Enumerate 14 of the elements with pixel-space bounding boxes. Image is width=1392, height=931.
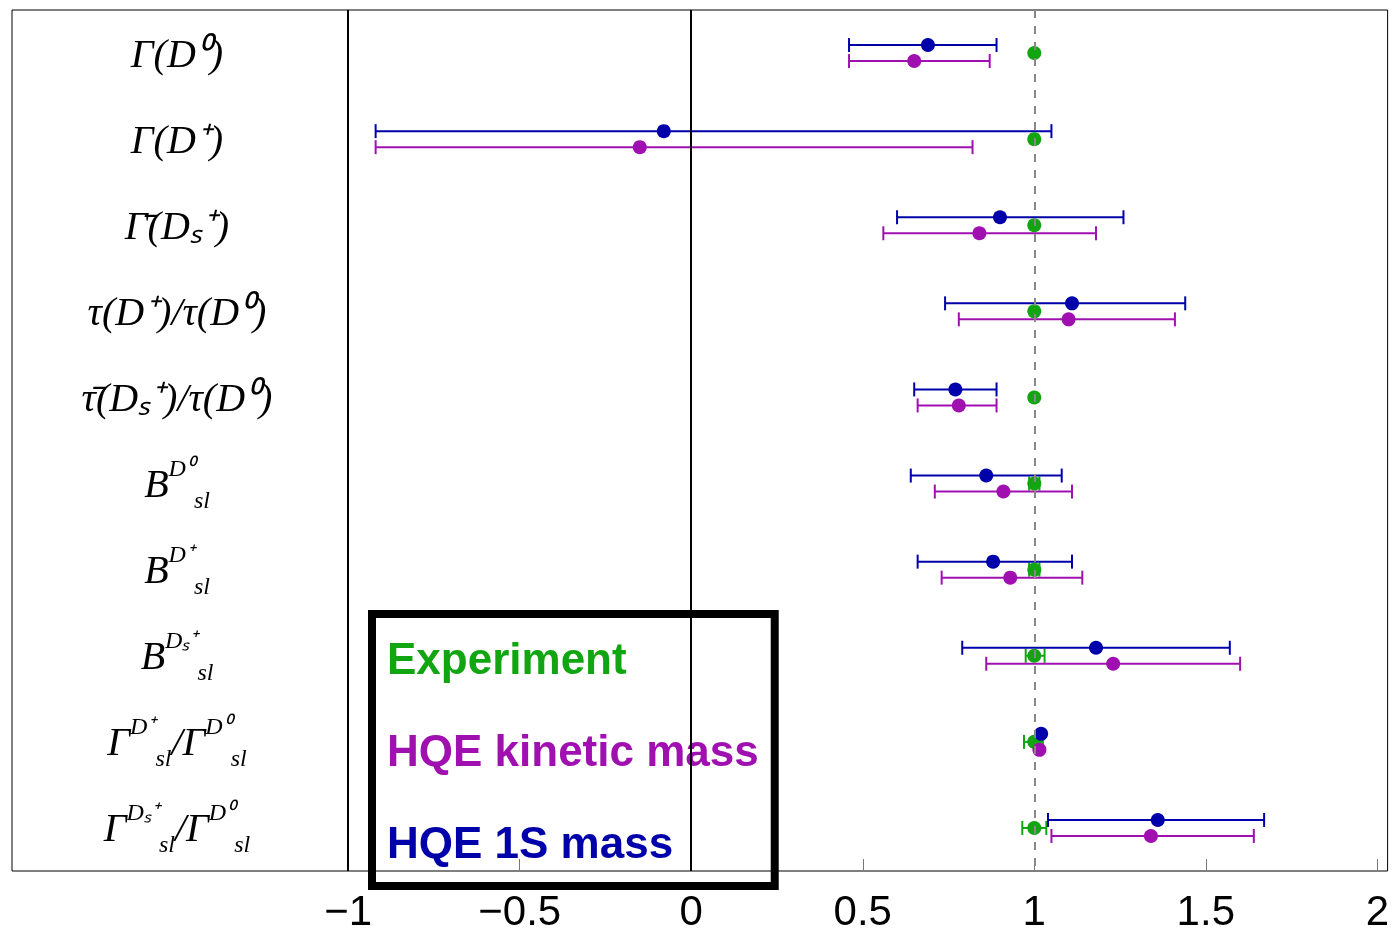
x-tick-label: −0.5 (478, 886, 562, 931)
y-tick-label: Γ̄(Dₛ⁺) (123, 202, 230, 248)
x-tick-label: −1 (324, 886, 373, 931)
text: Experiment (387, 633, 627, 683)
x-tick-label: 2 (1365, 886, 1389, 931)
x-tick-label: 1.5 (1176, 886, 1235, 931)
y-tick-label: Γ(D⁺) (129, 116, 224, 162)
x-tick-label: 0.5 (833, 886, 892, 931)
y-tick-label: Γ(D⁰) (129, 30, 224, 76)
x-tick-label: 0 (679, 886, 703, 931)
text: HQE 1S mass (387, 817, 674, 867)
y-tick-label: τ̄(Dₛ⁺)/τ(D⁰) (81, 374, 273, 420)
x-tick-label: 1 (1022, 886, 1046, 931)
y-tick-label: τ(D⁺)/τ(D⁰) (87, 288, 267, 334)
